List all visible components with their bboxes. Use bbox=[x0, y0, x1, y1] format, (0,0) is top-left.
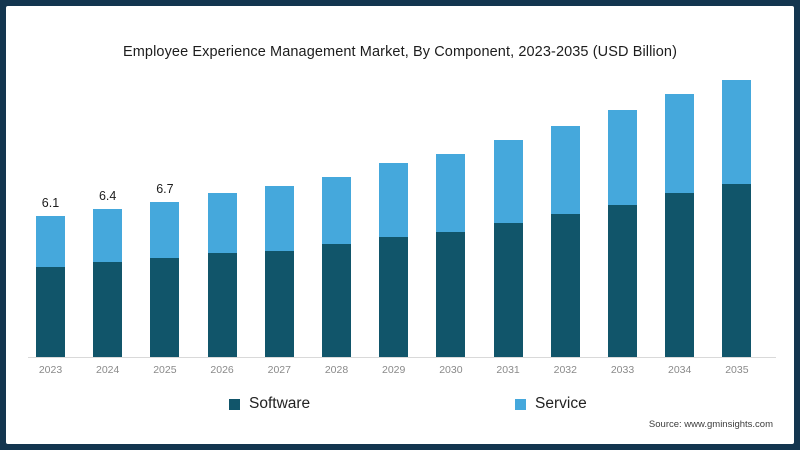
bar-group[interactable] bbox=[379, 162, 409, 357]
bar-segment-service[interactable] bbox=[436, 153, 466, 233]
bar-segment-software[interactable] bbox=[665, 193, 695, 357]
bar-segment-software[interactable] bbox=[322, 243, 351, 357]
bar-group[interactable] bbox=[264, 186, 294, 357]
bar-segment-service[interactable] bbox=[150, 202, 180, 258]
bar-group[interactable]: 6.4 bbox=[93, 189, 123, 357]
bar-segment-software[interactable] bbox=[493, 223, 523, 357]
x-axis-tick-2035: 2035 bbox=[725, 364, 749, 376]
chart-title: Employee Experience Management Market, B… bbox=[122, 44, 678, 60]
bar-segment-software[interactable] bbox=[207, 253, 237, 357]
legend-swatch-software bbox=[229, 398, 240, 410]
bar-group[interactable] bbox=[493, 139, 523, 357]
bar-group[interactable] bbox=[436, 153, 466, 357]
source-attribution: Source: www.gminsights.com bbox=[648, 419, 773, 430]
legend-label-service: Service bbox=[535, 395, 587, 412]
bar-segment-software[interactable] bbox=[93, 262, 123, 357]
x-axis-line bbox=[28, 357, 776, 358]
bar-segment-service[interactable] bbox=[264, 186, 294, 251]
x-axis-tick-2028: 2028 bbox=[324, 364, 349, 376]
bar-value-label: 6.1 bbox=[41, 196, 60, 211]
bar-segment-software[interactable] bbox=[722, 183, 752, 357]
bar-segment-software[interactable] bbox=[264, 250, 294, 357]
x-axis-tick-2026: 2026 bbox=[210, 364, 234, 376]
bar-group[interactable] bbox=[608, 109, 637, 357]
x-axis-tick-2033: 2033 bbox=[610, 364, 635, 376]
chart-legend: Software Service bbox=[6, 395, 794, 419]
bar-group[interactable] bbox=[550, 126, 580, 357]
bar-segment-service[interactable] bbox=[608, 109, 637, 205]
bar-segment-service[interactable] bbox=[36, 216, 65, 267]
x-axis-tick-2029: 2029 bbox=[382, 364, 406, 376]
bar-segment-service[interactable] bbox=[550, 126, 580, 214]
bar-segment-software[interactable] bbox=[436, 232, 466, 357]
bar-segment-service[interactable] bbox=[93, 209, 123, 263]
bar-segment-software[interactable] bbox=[608, 204, 637, 357]
bar-group[interactable] bbox=[665, 93, 695, 357]
chart-canvas: Employee Experience Management Market, B… bbox=[6, 6, 794, 444]
bar-segment-service[interactable] bbox=[493, 139, 523, 224]
x-axis-tick-2024: 2024 bbox=[96, 364, 120, 376]
legend-item-service[interactable]: Service bbox=[515, 395, 587, 413]
bar-segment-service[interactable] bbox=[322, 176, 351, 244]
x-axis-tick-2023: 2023 bbox=[38, 364, 63, 376]
legend-swatch-service bbox=[515, 398, 526, 410]
bar-value-label: 6.4 bbox=[98, 189, 117, 204]
x-axis-tick-2031: 2031 bbox=[496, 364, 520, 376]
x-axis-tick-2032: 2032 bbox=[553, 364, 577, 376]
x-axis-tick-2025: 2025 bbox=[153, 364, 177, 376]
x-axis-tick-2034: 2034 bbox=[668, 364, 692, 376]
x-axis-tick-2030: 2030 bbox=[439, 364, 463, 376]
bar-segment-service[interactable] bbox=[379, 162, 409, 237]
legend-label-software: Software bbox=[249, 395, 311, 412]
plot-area: 6.1 6.4 6.7 bbox=[6, 6, 794, 357]
bar-segment-software[interactable] bbox=[36, 266, 65, 357]
bar-group[interactable] bbox=[722, 79, 752, 357]
bar-segment-software[interactable] bbox=[550, 213, 580, 357]
bar-group[interactable] bbox=[207, 193, 237, 357]
legend-item-software[interactable]: Software bbox=[229, 395, 310, 413]
bar-group[interactable]: 6.1 bbox=[36, 196, 65, 357]
bar-segment-software[interactable] bbox=[150, 257, 180, 357]
x-axis-tick-2027: 2027 bbox=[267, 364, 291, 376]
bar-value-label: 6.7 bbox=[156, 182, 174, 197]
bar-segment-service[interactable] bbox=[722, 79, 752, 184]
bar-segment-service[interactable] bbox=[207, 193, 237, 254]
bar-segment-service[interactable] bbox=[665, 93, 695, 193]
bar-group[interactable] bbox=[322, 176, 351, 357]
bar-segment-software[interactable] bbox=[379, 236, 409, 357]
bar-group[interactable]: 6.7 bbox=[150, 182, 180, 357]
